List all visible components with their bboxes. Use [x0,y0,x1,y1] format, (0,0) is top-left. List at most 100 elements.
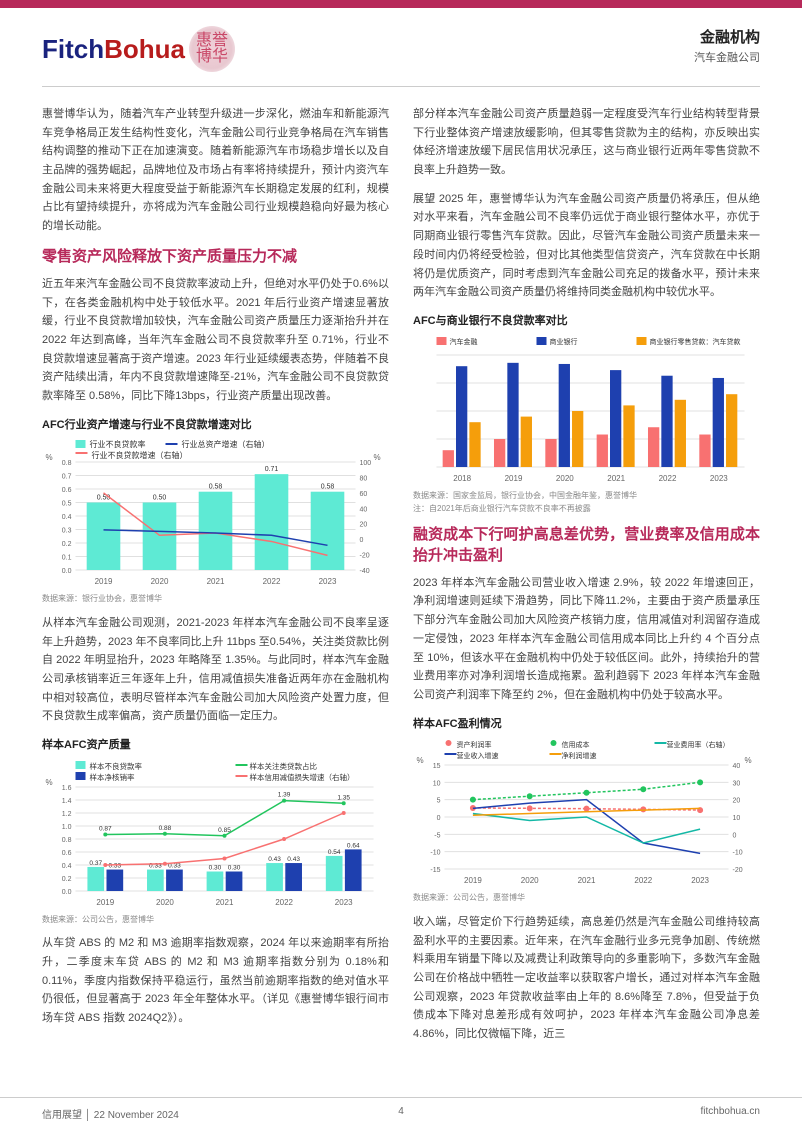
chart4: 资产利润率信用成本营业费用率（右轴）营业收入增速净利润增速%%-15-10-50… [413,737,760,887]
svg-text:%: % [46,778,53,787]
svg-text:行业不良贷款率: 行业不良贷款率 [90,439,146,449]
svg-text:0.50: 0.50 [153,495,167,502]
svg-text:2018: 2018 [453,474,471,483]
right-column: 部分样本汽车金融公司资产质量趋弱一定程度受汽车行业结构转型背景下行业整体资产增速… [413,105,760,1054]
svg-text:2021: 2021 [607,474,625,483]
svg-text:0.71: 0.71 [265,466,279,473]
svg-text:样本信用减值损失增速（右轴）: 样本信用减值损失增速（右轴） [250,772,355,782]
svg-text:商业银行零售贷款：汽车贷款: 商业银行零售贷款：汽车贷款 [650,337,741,346]
svg-text:0.6: 0.6 [62,487,72,494]
svg-text:-20: -20 [733,867,743,874]
svg-text:0: 0 [437,815,441,822]
logo-text: FitchBohua [42,34,185,65]
page-header: FitchBohua 惠誉 博华 金融机构 汽车金融公司 [0,8,802,82]
svg-text:80: 80 [360,476,368,483]
svg-text:0.7: 0.7 [62,474,72,481]
footer-left: 信用展望 │ 22 November 2024 [42,1106,179,1121]
svg-text:0.4: 0.4 [62,863,72,870]
svg-text:30: 30 [733,781,741,788]
svg-text:%: % [374,453,381,462]
chart3-title: AFC与商业银行不良贷款率对比 [413,312,760,331]
svg-text:0.54: 0.54 [328,849,341,856]
footer-right: fitchbohua.cn [701,1106,761,1121]
svg-text:2019: 2019 [464,876,482,885]
top-accent-bar [0,0,802,8]
svg-text:-40: -40 [360,568,370,575]
chart4-title: 样本AFC盈利情况 [413,715,760,734]
svg-text:15: 15 [433,763,441,770]
svg-text:2020: 2020 [521,876,539,885]
left-p1: 惠誉博华认为，随着汽车产业转型升级进一步深化，燃油车和新能源汽车竞争格局正发生结… [42,105,389,236]
svg-text:2023: 2023 [319,577,337,586]
svg-text:5: 5 [437,798,441,805]
svg-text:60: 60 [360,491,368,498]
svg-text:2022: 2022 [659,474,677,483]
svg-text:2020: 2020 [151,577,169,586]
svg-text:0.33: 0.33 [109,862,122,869]
svg-text:样本不良贷款率: 样本不良贷款率 [90,761,143,771]
chart2-title: 样本AFC资产质量 [42,736,389,755]
svg-text:0.64: 0.64 [347,842,360,849]
svg-text:资产利润率: 资产利润率 [457,740,492,749]
right-p2: 展望 2025 年，惠誉博华认为汽车金融公司资产质量仍将承压，但从绝对水平来看，… [413,190,760,302]
svg-text:-5: -5 [434,833,440,840]
svg-text:%: % [745,756,752,765]
svg-text:0: 0 [733,833,737,840]
svg-text:40: 40 [360,507,368,514]
svg-text:2022: 2022 [634,876,652,885]
svg-text:2019: 2019 [505,474,523,483]
left-p3: 从样本汽车金融公司观测，2021-2023 年样本汽车金融公司不良率呈逐年上升趋… [42,614,389,726]
svg-text:0.87: 0.87 [99,825,112,832]
svg-text:0.30: 0.30 [209,864,222,871]
logo-circle-icon: 惠誉 博华 [189,26,235,72]
svg-text:0.0: 0.0 [62,568,72,575]
svg-text:1.0: 1.0 [62,824,72,831]
svg-text:0.58: 0.58 [321,484,335,491]
svg-text:0.4: 0.4 [62,514,72,521]
left-p4: 从车贷 ABS 的 M2 和 M3 逾期率指数观察，2024 年以来逾期率有所抬… [42,934,389,1027]
doc-title: 金融机构 [694,26,760,47]
svg-text:-10: -10 [430,850,440,857]
svg-text:0.43: 0.43 [287,856,300,863]
logo-cn-2: 博华 [196,49,228,65]
svg-text:1.39: 1.39 [278,791,291,798]
svg-text:商业银行: 商业银行 [550,337,578,346]
svg-text:营业收入增速: 营业收入增速 [457,751,499,760]
svg-text:0.8: 0.8 [62,837,72,844]
svg-text:2020: 2020 [556,474,574,483]
svg-text:2019: 2019 [96,898,114,907]
svg-text:0.50: 0.50 [97,495,111,502]
left-h2-1: 零售资产风险释放下资产质量压力不减 [42,246,389,267]
chart1-title: AFC行业资产增速与行业不良贷款增速对比 [42,416,389,435]
svg-text:0.37: 0.37 [89,860,102,867]
footer-page: 4 [398,1106,404,1117]
svg-text:20: 20 [733,798,741,805]
svg-text:2023: 2023 [335,898,353,907]
svg-text:2022: 2022 [263,577,281,586]
svg-text:2021: 2021 [216,898,234,907]
main-content: 惠誉博华认为，随着汽车产业转型升级进一步深化，燃油车和新能源汽车竞争格局正发生结… [0,87,802,1054]
svg-text:2023: 2023 [691,876,709,885]
chart2-footnote: 数据来源：公司公告，惠誉博华 [42,913,389,927]
svg-text:-15: -15 [430,867,440,874]
chart4-footnote: 数据来源：公司公告，惠誉博华 [413,891,760,905]
svg-text:1.6: 1.6 [62,785,72,792]
svg-text:0.2: 0.2 [62,541,72,548]
svg-text:2019: 2019 [95,577,113,586]
svg-text:%: % [417,756,424,765]
chart1-footnote: 数据来源：银行业协会，惠誉博华 [42,592,389,606]
svg-text:20: 20 [360,522,368,529]
svg-text:2022: 2022 [275,898,293,907]
svg-text:10: 10 [733,815,741,822]
doc-subtitle: 汽车金融公司 [694,49,760,65]
svg-text:0.5: 0.5 [62,501,72,508]
svg-text:100: 100 [360,460,372,467]
svg-text:样本净核销率: 样本净核销率 [90,772,135,782]
svg-text:1.4: 1.4 [62,798,72,805]
chart1: 行业不良贷款率行业总资产增速（右轴）行业不良贷款增速（右轴）%%0.00.10.… [42,438,389,588]
svg-text:2020: 2020 [156,898,174,907]
logo-block: FitchBohua 惠誉 博华 [42,26,235,72]
svg-text:0.30: 0.30 [228,864,241,871]
right-h2-2: 融资成本下行呵护高息差优势，营业费率及信用成本抬升冲击盈利 [413,524,760,566]
svg-text:1.35: 1.35 [337,794,350,801]
